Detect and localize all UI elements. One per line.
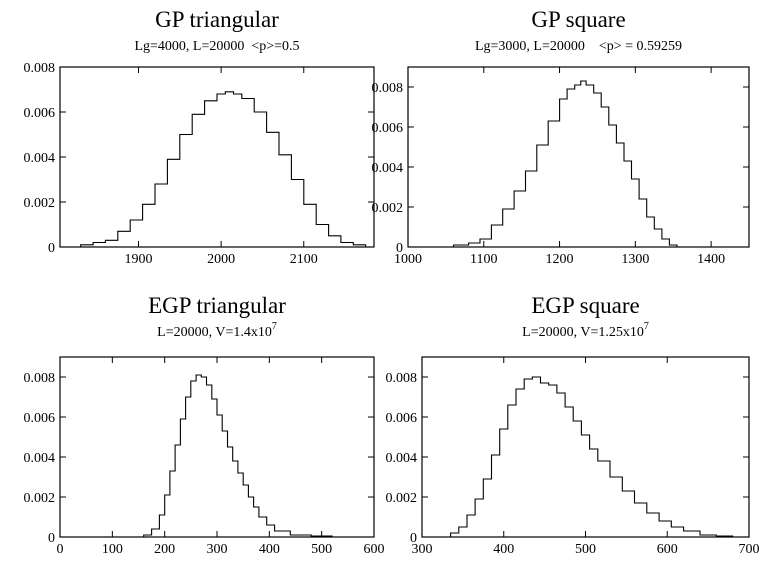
chart-panel-1: GP triangular Lg=4000, L=20000 <p>=0.5 190… (24, 7, 375, 267)
x-tick-label: 500 (311, 542, 332, 557)
plot-frame (421, 356, 750, 538)
x-tick-label: 200 (154, 542, 175, 557)
x-tick-label: 1400 (697, 252, 725, 267)
chart-title: EGP square (531, 293, 639, 318)
x-tick-label: 1200 (546, 252, 574, 267)
y-tick-label: 0.008 (372, 81, 404, 96)
chart-title: GP triangular (155, 7, 279, 32)
chart-subtitle: Lg=4000, L=20000 <p>=0.5 (134, 39, 299, 54)
subtitle-text: Lg=4000, L=20000 <p>=0.5 (134, 39, 299, 54)
x-tick-label: 2000 (207, 252, 235, 267)
x-tick-label: 2100 (290, 252, 318, 267)
series-line (438, 80, 678, 248)
y-tick-label: 0 (410, 531, 417, 546)
y-tick-label: 0 (396, 241, 403, 256)
plot-frame (407, 66, 750, 248)
chart-title: GP square (531, 7, 625, 32)
x-tick-label: 1900 (125, 252, 153, 267)
chart-title: EGP triangular (148, 293, 286, 318)
x-tick-label: 400 (259, 542, 280, 557)
x-tick-label: 1300 (621, 252, 649, 267)
y-tick-label: 0.004 (24, 151, 56, 166)
subtitle-text: Lg=3000, L=20000 <p> = 0.59259 (475, 39, 682, 54)
y-tick-label: 0.008 (24, 61, 56, 76)
subtitle-text: L=20000, V=1.4x10 (157, 325, 272, 340)
x-tick-label: 700 (739, 542, 760, 557)
y-tick-label: 0.006 (372, 121, 404, 136)
y-tick-label: 0.004 (24, 451, 56, 466)
x-tick-label: 300 (412, 542, 433, 557)
x-tick-label: 1000 (394, 252, 422, 267)
chart-subtitle: L=20000, V=1.25x107 (522, 321, 649, 340)
chart-subtitle: L=20000, V=1.4x107 (157, 321, 277, 340)
chart-subtitle: Lg=3000, L=20000 <p> = 0.59259 (475, 39, 682, 54)
chart-panel-3: EGP triangular L=20000, V=1.4x107 0 100 200 3… (24, 293, 385, 557)
y-tick-label: 0.002 (24, 196, 56, 211)
chart-panel-2: GP square Lg=3000, L=20000 <p> = 0.59259 1… (372, 7, 750, 267)
chart-panel-4: EGP square L=20000, V=1.25x107 300 400 500 60… (386, 293, 760, 557)
y-tick-label: 0.002 (386, 491, 418, 506)
y-tick-label: 0 (48, 531, 55, 546)
x-tick-label: 600 (657, 542, 678, 557)
y-tick-label: 0 (48, 241, 55, 256)
x-tick-label: 300 (207, 542, 228, 557)
y-tick-label: 0.008 (24, 371, 56, 386)
y-tick-label: 0.006 (24, 106, 56, 121)
series-line (64, 91, 372, 248)
y-tick-label: 0.002 (372, 201, 404, 216)
x-tick-label: 100 (102, 542, 123, 557)
subtitle-exponent: 7 (272, 321, 277, 332)
y-tick-label: 0.004 (372, 161, 404, 176)
series-line (438, 376, 745, 538)
y-tick-label: 0.004 (386, 451, 418, 466)
series-line (128, 374, 354, 538)
y-tick-label: 0.006 (386, 411, 418, 426)
y-tick-label: 0.002 (24, 491, 56, 506)
x-tick-label: 0 (57, 542, 64, 557)
x-tick-label: 500 (575, 542, 596, 557)
x-tick-label: 400 (493, 542, 514, 557)
x-tick-label: 600 (364, 542, 385, 557)
y-tick-label: 0.008 (386, 371, 418, 386)
x-tick-label: 1100 (470, 252, 497, 267)
y-tick-label: 0.006 (24, 411, 56, 426)
subtitle-text: L=20000, V=1.25x10 (522, 325, 644, 340)
plot-frame (59, 356, 375, 538)
subtitle-exponent: 7 (644, 321, 649, 332)
